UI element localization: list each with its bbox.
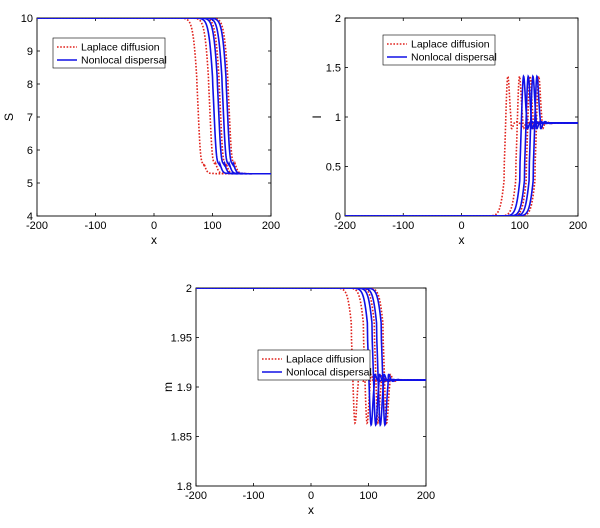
y-tick-label: 1.9 <box>177 382 192 394</box>
y-axis-label: S <box>2 113 16 121</box>
y-tick-label: 7 <box>27 112 33 124</box>
y-tick-label: 9 <box>27 46 33 58</box>
x-tick-label: -100 <box>242 490 264 502</box>
series-line-nonlocal-1 <box>37 18 271 175</box>
x-tick-label: 0 <box>458 220 464 232</box>
series-line-nonlocal-3 <box>37 18 271 175</box>
legend-box <box>382 34 496 66</box>
chart-I: -200 -100 0 100 200 0 0.5 1 1.5 2 x I Laplace diffus… <box>310 13 587 247</box>
series-line-nonlocal-1 <box>345 74 578 216</box>
axes-box <box>195 287 427 487</box>
y-tick-label: 4 <box>27 211 33 223</box>
legend-label: Nonlocal dispersal <box>81 55 167 67</box>
x-tick-label: -200 <box>26 220 48 232</box>
x-tick-label: 200 <box>262 220 280 232</box>
chart-m: -200 -100 0 100 200 1.8 1.85 1.9 1.95 2 x m Laplace … <box>161 283 435 517</box>
series-line-nonlocal-2 <box>37 18 271 175</box>
y-tick-label: 0.5 <box>326 162 341 174</box>
y-tick-label: 2 <box>335 13 341 25</box>
y-tick-label: 0 <box>335 211 341 223</box>
legend-label: Laplace diffusion <box>411 39 490 51</box>
legend-label: Laplace diffusion <box>286 354 365 366</box>
series-line-nonlocal-3 <box>196 288 426 427</box>
series-line-nonlocal-0 <box>345 74 578 216</box>
legend-box <box>257 349 371 381</box>
x-tick-label: 200 <box>569 220 587 232</box>
legend-box <box>52 37 166 69</box>
plot-area <box>345 74 578 216</box>
series-line-laplace-3 <box>345 74 578 216</box>
y-tick-label: 6 <box>27 145 33 157</box>
x-tick-label: -200 <box>334 220 356 232</box>
y-tick-label: 1.85 <box>171 432 192 444</box>
y-tick-label: 1.95 <box>171 333 192 345</box>
x-axis-label: x <box>459 233 465 247</box>
y-tick-label: 10 <box>21 13 33 25</box>
series-line-laplace-0 <box>345 74 578 216</box>
plot-area <box>37 18 271 175</box>
series-line-nonlocal-3 <box>345 74 578 216</box>
x-tick-label: -100 <box>392 220 414 232</box>
x-tick-label: 100 <box>203 220 221 232</box>
y-tick-label: 1 <box>335 112 341 124</box>
series-line-laplace-1 <box>345 74 578 216</box>
x-tick-label: 0 <box>308 490 314 502</box>
legend-label: Laplace diffusion <box>81 42 160 54</box>
x-axis-label: x <box>151 233 157 247</box>
chart-S: -200 -100 0 100 200 4 5 6 7 8 9 10 x S Laplace diffusi… <box>2 13 280 247</box>
y-axis-label: I <box>310 115 324 118</box>
series-line-nonlocal-2 <box>345 74 578 216</box>
series-line-laplace-2 <box>345 74 578 216</box>
legend-label: Nonlocal dispersal <box>286 367 372 379</box>
y-axis-label: m <box>161 382 175 392</box>
y-tick-label: 5 <box>27 178 33 190</box>
x-axis-label: x <box>308 503 314 517</box>
plot-area <box>196 288 426 427</box>
y-tick-label: 8 <box>27 79 33 91</box>
series-line-laplace-3 <box>37 18 271 175</box>
y-tick-label: 2 <box>186 283 192 295</box>
y-tick-label: 1.8 <box>177 481 192 493</box>
y-tick-label: 1.5 <box>326 63 341 75</box>
x-tick-label: 100 <box>511 220 529 232</box>
x-tick-label: 0 <box>151 220 157 232</box>
legend-label: Nonlocal dispersal <box>411 52 497 64</box>
x-tick-label: 200 <box>417 490 435 502</box>
x-tick-label: -100 <box>84 220 106 232</box>
x-tick-label: -200 <box>185 490 207 502</box>
x-tick-label: 100 <box>359 490 377 502</box>
